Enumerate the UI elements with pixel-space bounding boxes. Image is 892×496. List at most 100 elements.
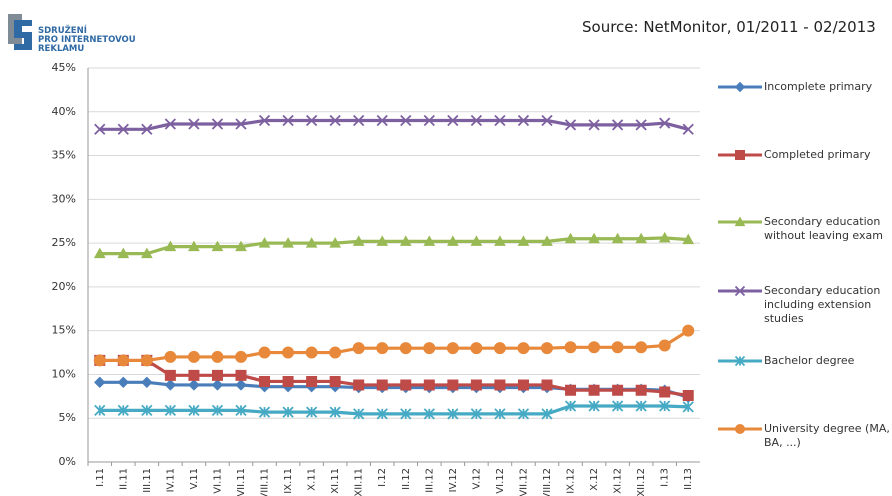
marker <box>235 369 247 381</box>
marker <box>235 240 247 252</box>
marker <box>635 384 647 396</box>
marker <box>305 114 318 127</box>
marker <box>329 114 341 127</box>
marker <box>376 342 389 355</box>
marker <box>423 379 435 391</box>
marker <box>659 386 671 398</box>
marker <box>494 235 506 246</box>
x-tick-label: VII.12 <box>518 468 529 496</box>
marker <box>94 404 106 416</box>
x-tick-label: X.12 <box>589 468 600 491</box>
marker <box>423 408 435 420</box>
marker <box>682 233 695 245</box>
legend-swatch <box>718 81 762 93</box>
marker <box>140 247 153 259</box>
x-tick-label: XI.12 <box>613 468 624 494</box>
marker <box>635 119 647 131</box>
marker <box>447 114 459 127</box>
marker <box>564 119 577 131</box>
marker <box>282 114 294 127</box>
y-tick-label: 0% <box>59 455 76 468</box>
marker <box>211 404 224 416</box>
marker <box>164 240 177 252</box>
marker <box>470 408 483 420</box>
marker <box>164 379 177 391</box>
series-line <box>99 118 689 131</box>
x-tick-label: XII.11 <box>354 468 365 496</box>
x-tick-label: IV.12 <box>448 468 459 492</box>
legend-swatch <box>718 216 762 227</box>
marker <box>400 379 412 391</box>
marker <box>352 235 365 246</box>
series-line <box>99 236 689 256</box>
y-tick-label: 5% <box>59 411 76 424</box>
marker <box>564 400 577 412</box>
marker <box>329 346 342 359</box>
marker <box>258 406 271 418</box>
marker <box>735 150 745 160</box>
marker <box>353 408 365 420</box>
legend-label: Bachelor degree <box>764 354 855 367</box>
marker <box>188 118 200 130</box>
marker <box>423 342 436 355</box>
x-tick-label: IV.11 <box>165 468 176 492</box>
series-line <box>99 358 689 398</box>
marker <box>470 342 483 355</box>
x-tick-label: II.13 <box>683 468 694 490</box>
marker <box>117 247 130 259</box>
marker <box>187 351 200 363</box>
marker <box>188 369 200 381</box>
marker <box>517 342 530 355</box>
marker <box>470 379 482 391</box>
marker <box>517 379 529 391</box>
marker <box>141 404 153 416</box>
marker <box>494 114 506 127</box>
legend-label: Incomplete primary <box>764 80 873 93</box>
marker <box>329 406 341 418</box>
marker <box>682 389 694 401</box>
marker <box>635 341 648 354</box>
marker <box>376 235 389 246</box>
marker <box>470 235 483 246</box>
marker <box>734 216 746 227</box>
marker <box>423 114 435 127</box>
marker <box>635 400 647 412</box>
x-tick-label: V.12 <box>471 468 482 489</box>
legend-label: Secondary education including extension … <box>764 284 881 325</box>
marker <box>282 406 294 418</box>
marker <box>282 375 294 387</box>
marker <box>282 346 295 359</box>
marker <box>541 408 553 420</box>
legend-swatch <box>718 285 762 297</box>
marker <box>564 232 577 244</box>
marker <box>588 119 600 131</box>
legend-swatch <box>718 150 762 160</box>
x-tick-label: VIII.12 <box>542 468 553 496</box>
marker <box>376 114 388 127</box>
marker <box>329 375 341 387</box>
marker <box>376 379 388 391</box>
marker <box>258 346 271 359</box>
legend-label: Completed primary <box>764 148 871 161</box>
marker <box>588 232 600 244</box>
marker <box>682 401 694 413</box>
y-tick-label: 45% <box>52 61 76 74</box>
y-tick-label: 10% <box>52 367 76 380</box>
marker <box>400 114 412 127</box>
marker <box>588 400 600 412</box>
marker <box>164 351 177 363</box>
marker <box>400 408 412 420</box>
marker <box>235 351 248 363</box>
marker <box>682 123 694 135</box>
marker <box>93 247 106 259</box>
x-tick-label: III.11 <box>142 468 153 493</box>
marker <box>447 408 459 420</box>
marker <box>565 384 577 396</box>
x-tick-label: I.11 <box>95 468 106 487</box>
marker <box>188 240 200 252</box>
x-tick-label: VI.12 <box>495 468 506 494</box>
marker <box>258 114 271 127</box>
marker <box>446 235 459 246</box>
legend-swatch <box>718 355 762 367</box>
